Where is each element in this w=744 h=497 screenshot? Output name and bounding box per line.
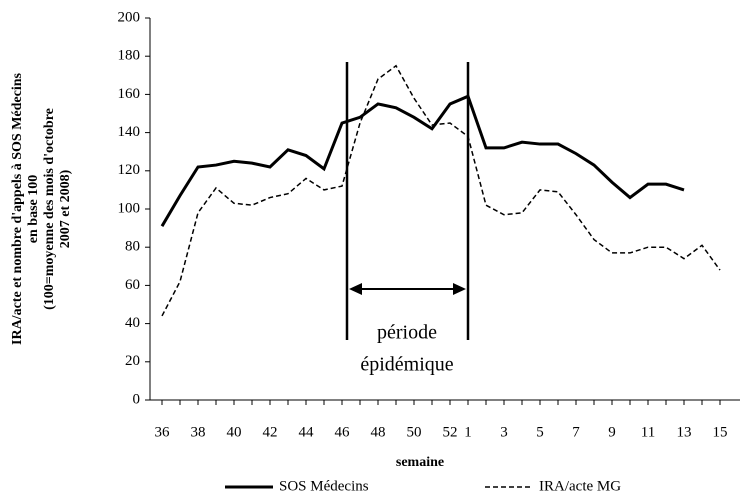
y-tick-label: 120 xyxy=(118,162,141,178)
x-tick-label: 13 xyxy=(677,424,692,440)
series-line xyxy=(160,94,685,227)
annotation: épidémique xyxy=(360,354,453,376)
y-tick-label: 180 xyxy=(118,48,141,64)
y-label-line: en base 100 xyxy=(26,175,41,243)
x-tick-label: 44 xyxy=(299,424,315,440)
y-tick-label: 20 xyxy=(125,353,140,369)
x-tick-label: 50 xyxy=(407,424,422,440)
arrow-heads xyxy=(349,283,466,295)
x-tick-label: 7 xyxy=(572,424,580,440)
y-tick-label: 160 xyxy=(118,86,141,102)
x-tick-label: 46 xyxy=(335,424,351,440)
x-tick-label: 3 xyxy=(500,424,508,440)
x-axis-title: semaine xyxy=(396,455,444,470)
annotation: période xyxy=(377,322,437,344)
y-tick-label: 80 xyxy=(125,239,140,255)
y-label-line: IRA/acte et nombre d'appels à SOS Médeci… xyxy=(10,72,25,345)
legend-label: SOS Médecins xyxy=(279,478,369,494)
legend-label: IRA/acte MG xyxy=(539,478,621,494)
y-axis-title: IRA/acte et nombre d'appels à SOS Médeci… xyxy=(10,72,73,345)
x-tick-label: 15 xyxy=(713,424,728,440)
x-tick-label: 52 xyxy=(443,424,458,440)
y-label-line: (100=moyenne des mois d'octobre xyxy=(42,108,57,310)
x-tick-label: 38 xyxy=(191,424,206,440)
x-tick-label: 36 xyxy=(155,424,171,440)
x-tick-label: 5 xyxy=(536,424,544,440)
x-tick-label: 9 xyxy=(608,424,616,440)
y-tick-label: 100 xyxy=(118,200,141,216)
y-tick-label: 200 xyxy=(118,9,141,25)
y-tick-label: 0 xyxy=(133,391,141,407)
x-tick-label: 11 xyxy=(641,424,655,440)
y-tick-label: 60 xyxy=(125,277,140,293)
y-tick-label: 40 xyxy=(125,315,140,331)
x-tick-label: 42 xyxy=(263,424,278,440)
x-tick-label: 1 xyxy=(464,424,472,440)
series-line xyxy=(161,64,721,317)
x-tick-label: 48 xyxy=(371,424,386,440)
y-tick-label: 140 xyxy=(118,124,141,140)
x-tick-label: 40 xyxy=(227,424,242,440)
y-label-line: 2007 et 2008) xyxy=(58,169,73,248)
